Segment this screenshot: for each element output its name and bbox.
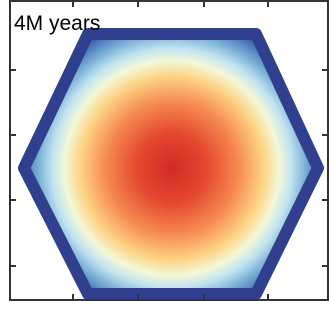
hexagon-heatmap [18, 28, 324, 300]
frame [9, 0, 329, 301]
panel-label: 4M years [14, 12, 100, 35]
